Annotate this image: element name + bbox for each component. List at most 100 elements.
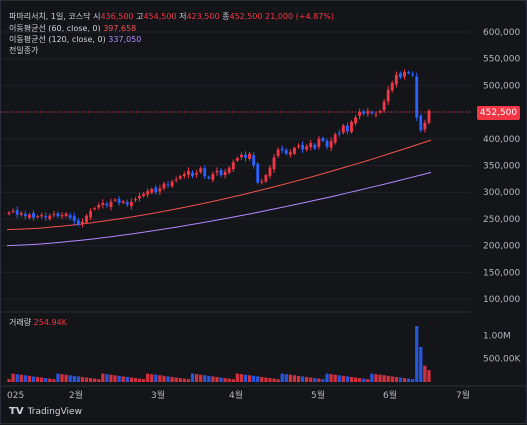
candle-body bbox=[276, 149, 280, 156]
volume-bar bbox=[349, 376, 354, 382]
volume-bar bbox=[313, 378, 317, 382]
candle-body bbox=[142, 193, 146, 196]
volume-bar bbox=[27, 375, 32, 382]
volume-bar bbox=[296, 375, 301, 382]
time-tick-label: 3월 bbox=[151, 389, 165, 401]
volume-bar bbox=[35, 376, 40, 382]
candle-body bbox=[219, 170, 223, 176]
volume-bar bbox=[411, 379, 415, 382]
candle-body bbox=[11, 210, 15, 212]
volume-bar bbox=[48, 378, 52, 382]
price-axis[interactable]: 600,000550,000500,000450,000400,000350,0… bbox=[483, 28, 520, 305]
volume-bar bbox=[345, 376, 350, 382]
candle-body bbox=[133, 199, 137, 201]
candle-body bbox=[154, 187, 158, 193]
candle-body bbox=[358, 112, 362, 116]
volume-bar bbox=[80, 376, 85, 382]
candle-body bbox=[23, 213, 27, 217]
volume-bar bbox=[406, 378, 411, 382]
candle-body bbox=[317, 138, 321, 147]
candle-body bbox=[337, 132, 341, 134]
volume-bar bbox=[419, 347, 423, 382]
candle-body bbox=[394, 74, 398, 85]
candle-body bbox=[227, 167, 231, 173]
candle-body bbox=[390, 82, 394, 91]
open-value: 436,500 bbox=[100, 12, 134, 21]
volume-bar bbox=[137, 378, 142, 382]
volume-bar bbox=[341, 375, 345, 382]
volume-bar bbox=[358, 378, 362, 382]
volume-bar bbox=[133, 378, 138, 382]
price-tick-label: 250,000 bbox=[483, 215, 520, 225]
prev-close-name: 전일종가 bbox=[9, 46, 39, 55]
candle-body bbox=[280, 148, 284, 151]
candle-body bbox=[313, 144, 317, 149]
volume-bar bbox=[199, 374, 203, 382]
candle-body bbox=[215, 170, 219, 173]
volume-bar bbox=[370, 373, 374, 382]
volume-bar bbox=[333, 374, 337, 382]
volume-bar bbox=[129, 377, 133, 382]
price-tick-label: 100,000 bbox=[483, 295, 520, 305]
candle-body bbox=[56, 213, 60, 217]
volume-bar bbox=[264, 377, 268, 382]
volume-bar bbox=[386, 375, 390, 382]
candle-body bbox=[40, 215, 44, 217]
last-price-badge: 452,500 bbox=[477, 106, 520, 120]
candle-body bbox=[101, 202, 105, 206]
ma60-name: 이동평균선 (60, close, 0) bbox=[9, 24, 101, 33]
prev-close-legend[interactable]: 전일종가 bbox=[9, 45, 38, 56]
volume-tick-label: 1.00M bbox=[483, 331, 511, 341]
candle-body bbox=[158, 188, 162, 192]
volume-bar bbox=[15, 374, 19, 382]
volume-bar bbox=[398, 377, 403, 382]
volume-bar bbox=[68, 375, 72, 382]
volume-bar bbox=[256, 376, 260, 382]
time-axis[interactable]: 025 2월 3월 4월 5월 6월 7월 bbox=[7, 389, 470, 401]
time-tick-label: 7월 bbox=[456, 389, 470, 401]
volume-bar bbox=[423, 365, 427, 382]
candle-body bbox=[301, 144, 305, 150]
ma60-legend[interactable]: 이동평균선 (60, close, 0) 397,658 bbox=[9, 23, 136, 34]
symbol-title: 파마리서치, 1일, 코스닥 bbox=[9, 12, 91, 21]
volume-bar bbox=[239, 374, 244, 382]
volume-bar bbox=[190, 373, 195, 382]
candle-body bbox=[325, 140, 329, 147]
brand-name: TradingView bbox=[27, 406, 82, 417]
volume-bar bbox=[247, 375, 252, 382]
volume-tick-label: 500.00K bbox=[483, 355, 521, 365]
candle-body bbox=[174, 179, 178, 181]
ma120-name: 이동평균선 (120, close, 0) bbox=[9, 35, 106, 44]
ma120-legend[interactable]: 이동평균선 (120, close, 0) 337,050 bbox=[9, 34, 141, 45]
volume-bar bbox=[235, 373, 239, 382]
candle-body bbox=[76, 220, 80, 225]
volume-bar bbox=[317, 378, 321, 382]
candle-body bbox=[211, 174, 215, 180]
candle-body bbox=[427, 110, 431, 123]
candle-body bbox=[105, 203, 109, 206]
volume-bar bbox=[288, 374, 292, 382]
volume-bar bbox=[215, 376, 219, 382]
volume-axis[interactable]: 1.00M 500.00K bbox=[483, 331, 521, 364]
volume-bar bbox=[125, 376, 129, 382]
candle-body bbox=[341, 125, 345, 133]
candle-body bbox=[52, 214, 56, 216]
candle-body bbox=[182, 174, 186, 177]
ma60-value: 397,658 bbox=[103, 24, 137, 33]
volume-bar bbox=[44, 378, 48, 382]
candle-body bbox=[19, 213, 23, 215]
candle-body bbox=[321, 137, 325, 141]
volume-bar bbox=[56, 373, 60, 382]
candle-body bbox=[333, 134, 337, 143]
candle-body bbox=[146, 191, 150, 195]
volume-bar bbox=[280, 373, 284, 382]
volume-bar bbox=[284, 374, 288, 382]
volume-bar bbox=[207, 375, 211, 382]
volume-bar bbox=[231, 379, 235, 382]
time-tick-label: 4월 bbox=[229, 389, 243, 401]
footer-brand[interactable]: TV TradingView bbox=[9, 406, 82, 417]
volume-legend[interactable]: 거래량 254.94K bbox=[9, 317, 67, 328]
volume-bar bbox=[305, 376, 309, 382]
